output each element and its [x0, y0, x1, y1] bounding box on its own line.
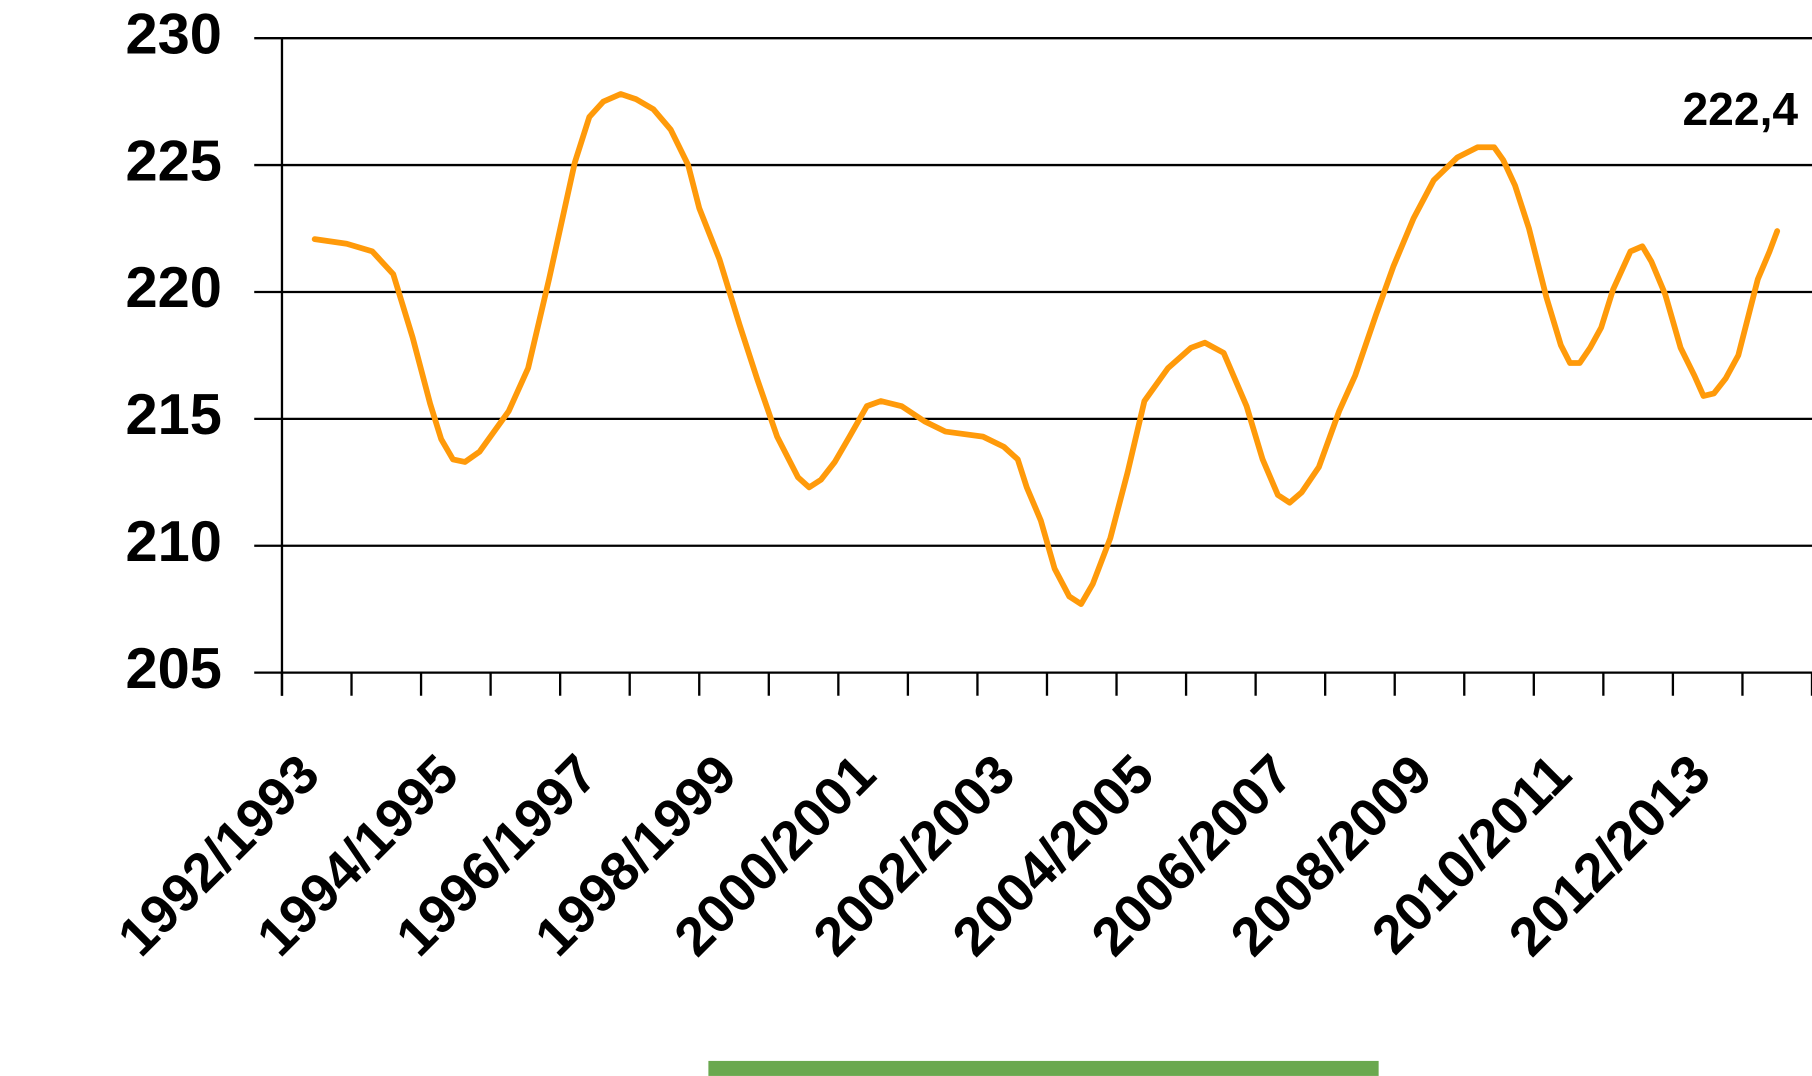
y-tick-label: 215 — [125, 383, 221, 447]
y-tick-label: 230 — [125, 2, 221, 66]
line — [311, 91, 1781, 607]
y-tick-label: 225 — [125, 129, 221, 193]
annotation: 222,4 — [1682, 83, 1798, 135]
decor-bar — [708, 1060, 1379, 1076]
y-tick-label: 210 — [125, 510, 221, 574]
y-tick-label: 205 — [125, 637, 221, 701]
y-tick-label: 220 — [125, 256, 221, 320]
